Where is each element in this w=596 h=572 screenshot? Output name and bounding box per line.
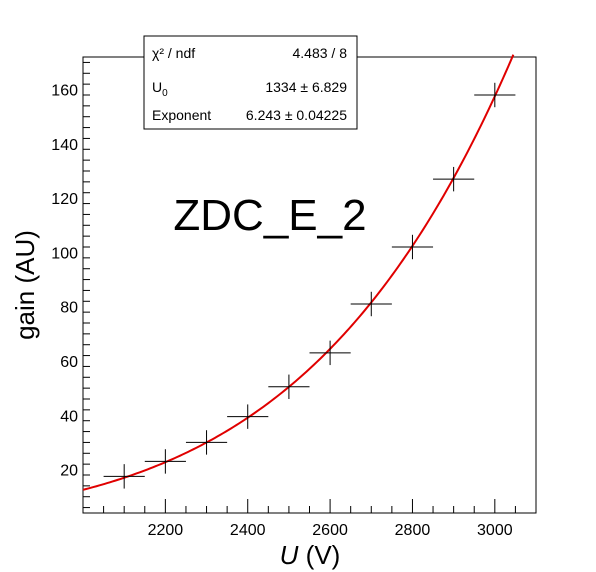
y-tick-label: 20: [60, 463, 78, 480]
y-tick-label: 120: [51, 191, 78, 208]
y-tick-label: 60: [60, 354, 78, 371]
y-tick-label: 140: [51, 137, 78, 154]
y-tick-labels: 20 40 60 80 100 120 140 160: [51, 83, 78, 480]
data-point: [474, 82, 516, 108]
stats-row-value: 1334 ± 6.829: [265, 79, 347, 95]
data-points: [103, 82, 516, 489]
y-tick-label: 100: [51, 245, 78, 262]
fit-curve: [82, 54, 515, 491]
axis-ticks: [83, 61, 537, 513]
x-tick-label: 2600: [312, 522, 348, 539]
chart-annotation: ZDC_E_2: [173, 191, 366, 240]
data-point: [144, 449, 186, 474]
data-point: [350, 291, 392, 317]
data-point: [227, 404, 269, 429]
stats-row-value: 6.243 ± 0.04225: [246, 107, 347, 123]
data-point: [268, 374, 310, 399]
x-tick-labels: 2200 2400 2600 2800 3000: [148, 522, 513, 539]
y-tick-label: 40: [60, 408, 78, 425]
data-point: [185, 430, 228, 455]
data-point: [391, 234, 434, 260]
stats-row-label: Exponent: [152, 107, 211, 123]
data-point: [433, 166, 475, 192]
y-tick-label: 80: [60, 300, 78, 317]
data-point: [309, 340, 351, 366]
stats-box: χ² / ndf 4.483 / 8 U0 1334 ± 6.829 Exponent 6…: [143, 35, 358, 130]
y-tick-label: 160: [51, 83, 78, 100]
data-point: [103, 464, 145, 489]
x-tick-label: 3000: [477, 522, 513, 539]
x-tick-label: 2800: [395, 522, 431, 539]
x-tick-label: 2200: [148, 522, 184, 539]
x-tick-label: 2400: [230, 522, 266, 539]
stats-row-label: χ² / ndf: [152, 45, 195, 61]
x-axis-title: U (V): [280, 540, 341, 570]
stats-row-value: 4.483 / 8: [293, 45, 348, 61]
stats-row-label: U0: [152, 79, 168, 99]
y-axis-title: gain (AU): [10, 230, 40, 340]
